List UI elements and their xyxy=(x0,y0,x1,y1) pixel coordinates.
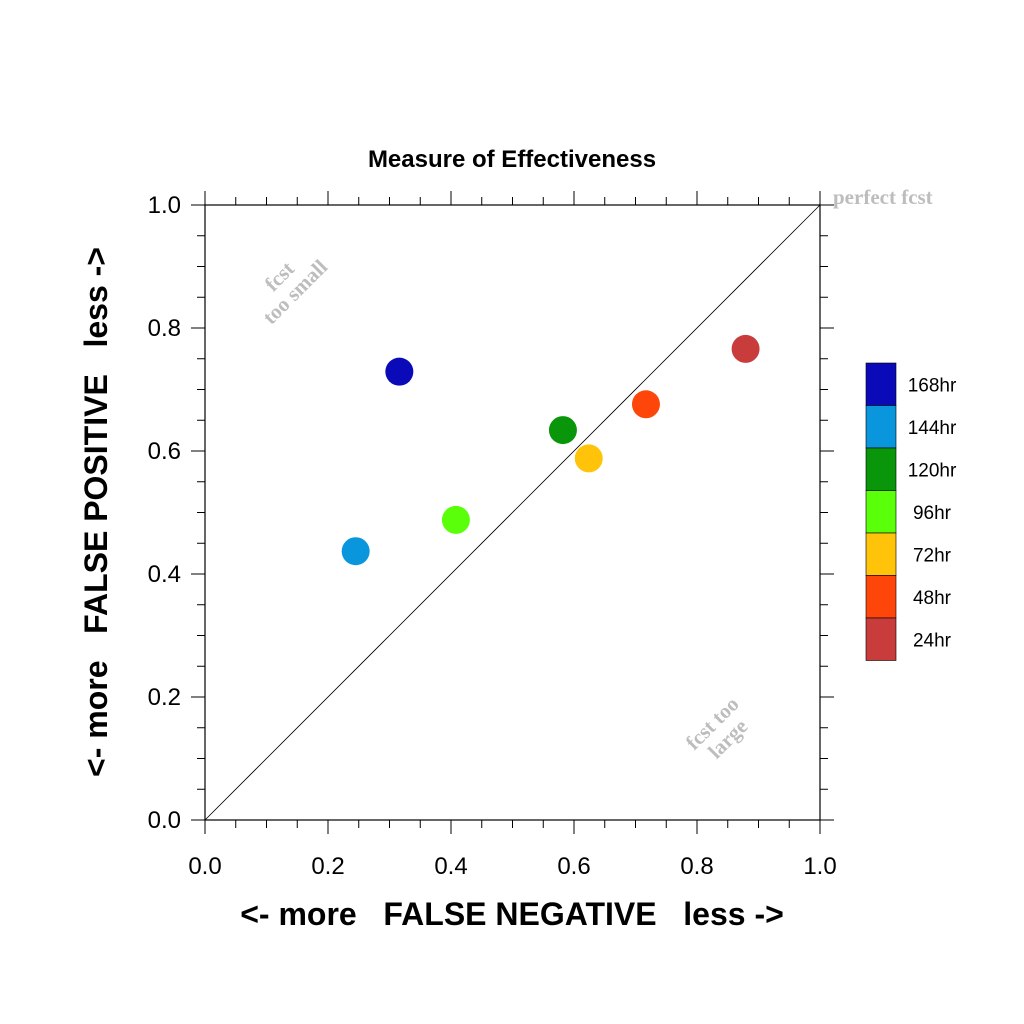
data-point-144hr xyxy=(341,537,370,566)
x-tick-label: 0.0 xyxy=(188,853,221,880)
data-point-72hr xyxy=(574,444,603,473)
legend-label: 48hr xyxy=(913,588,952,609)
legend-label: 144hr xyxy=(908,418,957,439)
data-point-48hr xyxy=(631,390,660,419)
data-point-96hr xyxy=(441,505,470,534)
y-tick-label: 1.0 xyxy=(148,192,181,219)
y-tick-label: 0.2 xyxy=(148,684,181,711)
too-large-annotation: fcst too large xyxy=(681,692,752,763)
legend-swatch xyxy=(865,490,897,534)
legend-swatch xyxy=(865,362,897,406)
legend-label: 120hr xyxy=(908,460,957,481)
legend-swatch xyxy=(865,405,897,449)
plot-area xyxy=(191,191,834,834)
data-points xyxy=(341,334,760,566)
legend-label: 72hr xyxy=(913,545,952,566)
perfect-forecast-diagonal xyxy=(204,204,821,821)
legend-swatch xyxy=(865,447,897,491)
axis-ticks xyxy=(191,191,834,834)
too-small-line-2: too small xyxy=(258,255,332,329)
x-tick-label: 1.0 xyxy=(803,853,836,880)
legend-label: 24hr xyxy=(913,630,952,651)
perfect-forecast-annotation: perfect fcst xyxy=(833,185,933,209)
y-tick-label: 0.6 xyxy=(148,438,181,465)
y-tick-labels: 0.0 0.2 0.4 0.6 0.8 1.0 xyxy=(148,192,181,834)
legend-label: 96hr xyxy=(913,503,952,524)
x-tick-label: 0.4 xyxy=(434,853,467,880)
x-tick-label: 0.2 xyxy=(311,853,344,880)
x-tick-label: 0.6 xyxy=(557,853,590,880)
x-tick-label: 0.8 xyxy=(680,853,713,880)
x-axis-label: <- more FALSE NEGATIVE less -> xyxy=(240,896,784,932)
y-tick-label: 0.8 xyxy=(148,315,181,342)
data-point-24hr xyxy=(731,334,760,363)
legend-swatch xyxy=(865,575,897,619)
data-point-168hr xyxy=(385,357,414,386)
chart-title: Measure of Effectiveness xyxy=(368,146,656,173)
y-tick-label: 0.0 xyxy=(148,807,181,834)
legend-label: 168hr xyxy=(908,375,957,396)
legend-swatch xyxy=(865,617,897,661)
legend: 168hr 144hr 120hr 96hr 72hr 48hr 24hr xyxy=(865,362,957,661)
y-axis-label: <- more FALSE POSITIVE less -> xyxy=(78,247,114,777)
legend-swatch xyxy=(865,532,897,576)
y-tick-label: 0.4 xyxy=(148,561,181,588)
too-small-annotation: fcst too small xyxy=(258,255,332,329)
x-tick-labels: 0.0 0.2 0.4 0.6 0.8 1.0 xyxy=(188,853,836,880)
data-point-120hr xyxy=(548,416,577,445)
